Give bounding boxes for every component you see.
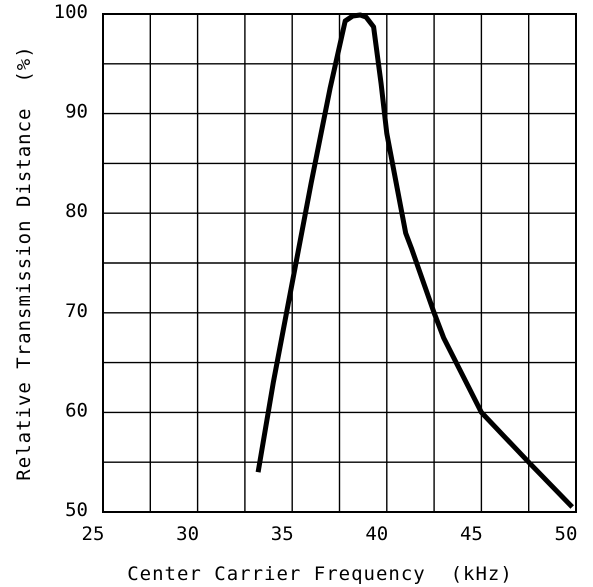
plot-frame bbox=[102, 13, 577, 513]
y-tick-label: 50 bbox=[65, 499, 88, 521]
x-axis-label: Center Carrier Frequency (kHz) bbox=[127, 563, 513, 585]
x-tick-label: 30 bbox=[176, 523, 199, 545]
x-tick-label: 25 bbox=[82, 523, 105, 545]
grid bbox=[103, 14, 576, 512]
x-tick-label: 35 bbox=[271, 523, 294, 545]
y-tick-label: 80 bbox=[65, 200, 88, 222]
y-tick-label: 90 bbox=[65, 101, 88, 123]
x-tick-label: 40 bbox=[365, 523, 388, 545]
series-line-1 bbox=[255, 12, 574, 509]
y-tick-label: 70 bbox=[65, 300, 88, 322]
x-tick-label: 50 bbox=[555, 523, 578, 545]
y-tick-label: 60 bbox=[65, 399, 88, 421]
y-tick-label: 100 bbox=[54, 1, 88, 23]
y-axis-label: Relative Transmission Distance (%) bbox=[13, 45, 35, 480]
y-tick-labels: 50 60 70 80 90 100 bbox=[54, 1, 88, 521]
x-tick-label: 45 bbox=[460, 523, 483, 545]
x-tick-labels: 25 30 35 40 45 50 bbox=[82, 523, 578, 545]
series-group bbox=[255, 12, 574, 509]
